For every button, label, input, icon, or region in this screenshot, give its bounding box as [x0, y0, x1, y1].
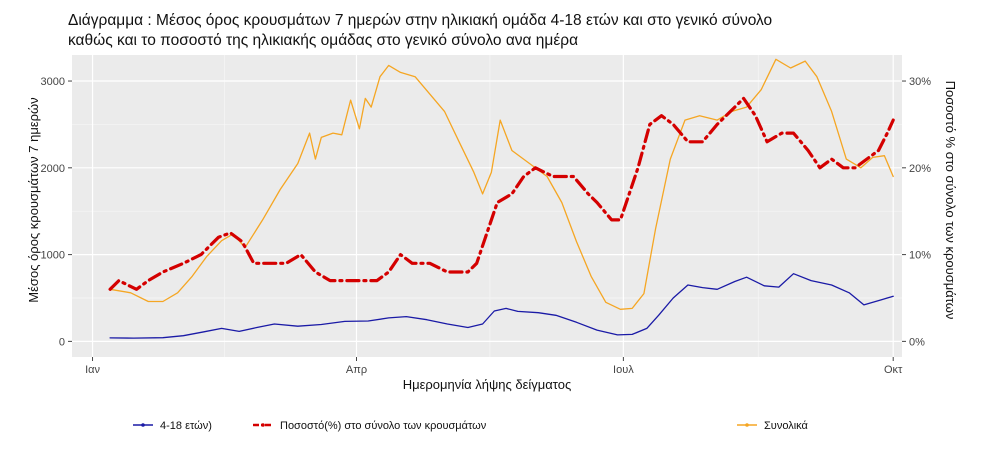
y-right-tick-label: 10%: [909, 250, 931, 262]
chart-title-line-1: Διάγραμμα : Μέσος όρος κρουσμάτων 7 ημερ…: [68, 12, 772, 29]
y-left-tick-label: 3000: [41, 76, 65, 88]
y-right-tick-label: 0%: [909, 336, 925, 348]
y-right-tick-label: 20%: [909, 163, 931, 175]
plot-background: [72, 55, 902, 357]
series-line-2: [109, 58, 894, 310]
legend-key-point-2: [745, 423, 749, 427]
series-lines: [108, 58, 895, 339]
legend: 4-18 ετών) Ποσοστό(%) στο σύνολο των κρου…: [133, 420, 809, 432]
plot-panel: [72, 55, 902, 357]
x-tick-label: Ιουλ: [613, 364, 634, 376]
series-line-1: [108, 96, 895, 291]
y-axis-right-title: Ποσοστό % στο σύνολο των κρουσμάτων: [943, 81, 958, 320]
x-tick-label: Απρ: [346, 364, 367, 376]
legend-label-2: Συνολικά: [764, 420, 809, 432]
x-axis-ticks: Ιαν Απρ Ιουλ Οκτ: [85, 357, 903, 376]
legend-label-0: 4-18 ετών): [160, 420, 212, 432]
x-tick-label: Οκτ: [884, 364, 903, 376]
y-axis-right-ticks: 0% 10% 20% 30%: [902, 76, 931, 348]
y-right-tick-label: 30%: [909, 76, 931, 88]
x-axis-title: Ημερομηνία λήψης δείγματος: [403, 377, 572, 392]
legend-key-point-0: [141, 423, 145, 427]
y-left-tick-label: 2000: [41, 163, 65, 175]
y-axis-left-ticks: 0 1000 2000 3000: [41, 76, 72, 348]
x-tick-label: Ιαν: [85, 364, 100, 376]
legend-label-1: Ποσοστό(%) στο σύνολο των κρουσμάτων: [280, 420, 487, 432]
y-left-tick-label: 1000: [41, 250, 65, 262]
legend-key-point-1: [261, 423, 265, 427]
y-left-tick-label: 0: [59, 336, 65, 348]
chart-title-line-2: καθώς και το ποσοστό της ηλικιακής ομάδα…: [68, 32, 578, 49]
series-line-0: [109, 273, 894, 339]
y-axis-left-title: Μέσος όρος κρουσμάτων 7 ημερών: [26, 97, 41, 302]
